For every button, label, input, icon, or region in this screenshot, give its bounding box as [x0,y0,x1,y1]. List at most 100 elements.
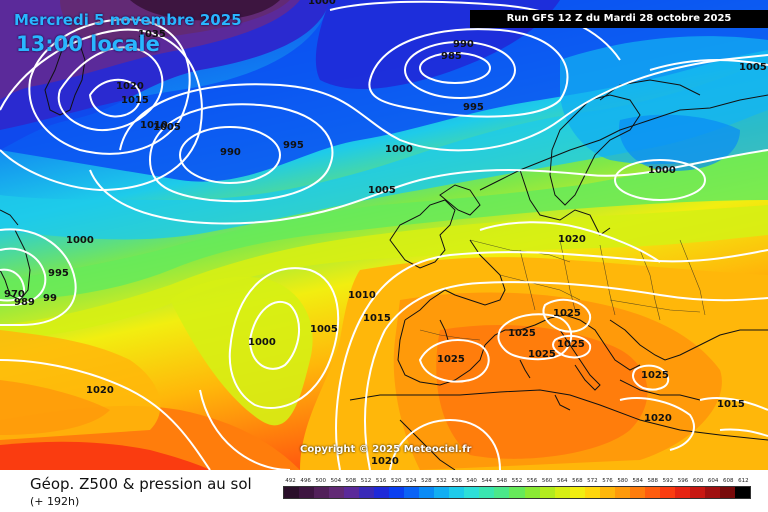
scale-tick-label: 552 [511,478,523,484]
isobar-1010-se [719,428,768,437]
scale-tick-label: 548 [496,478,508,484]
z500-zone-552 [0,150,768,300]
isobar-label: 1000 [248,337,276,348]
isobar-1015 [364,281,768,470]
scale-color-swatch [629,487,645,498]
isobar-990-mid [179,126,281,184]
isobar-label: 1010 [140,120,168,131]
isobar-1020-south [389,418,501,470]
map-canvas: 1000 1035 990 985 1005 1020 1015 1010 10… [0,0,768,470]
scale-color-swatch [719,487,735,498]
scale-color-swatch [569,487,585,498]
scale-color-swatch [344,487,360,498]
isobar-1020-ring [28,18,191,155]
scale-color-swatch [614,487,630,498]
scale-color-swatch [434,487,450,498]
scale-tick-label: 500 [315,478,326,484]
forecast-date: Mercredi 5 novembre 2025 [14,11,242,29]
isobar-label: 1020 [86,385,114,396]
scale-tick-label: 516 [375,478,387,484]
scale-tick-label: 512 [360,478,372,484]
scale-color-swatch [404,487,420,498]
scale-color-swatch [599,487,615,498]
isobar-1000-tongue [248,300,301,370]
color-scale-bar [283,486,751,499]
isobar-1015-se [699,397,768,411]
isobar-label: 99 [43,293,57,304]
scale-tick-label: 580 [617,478,628,484]
color-scale-legend: 492 496 500 504 508 512 516 520 524 528 532 536 540 5… [283,477,751,499]
isobar-label: 990 [453,39,474,50]
isobar-label: 1005 [368,185,396,196]
isobar-label: 1000 [308,0,336,7]
scale-tick-label: 532 [436,478,447,484]
scale-color-swatch [449,487,465,498]
scale-color-swatch [554,487,570,498]
scale-color-swatch [704,487,720,498]
scale-tick-label: 536 [451,478,462,484]
map-footer: Géop. Z500 & pression au sol (+ 192h) 49… [0,470,768,512]
isobar-1025-balkans [632,364,670,391]
weather-map: 1000 1035 990 985 1005 1020 1015 1010 10… [0,0,768,470]
scale-color-swatch [299,487,315,498]
scale-color-swatch [374,487,390,498]
scale-tick-label: 600 [692,478,704,484]
coastlines [0,39,768,470]
isobar-1025-alps [542,298,592,333]
isobar-1025-italy [552,334,592,359]
isobar-995-west [0,247,47,306]
isobar-labels: 1000 1035 990 985 1005 1020 1015 1010 10… [4,0,767,467]
isobar-label: 995 [463,102,484,113]
forecast-lead-time: (+ 192h) [30,495,80,508]
isobar-1010-south [199,389,291,470]
scale-color-swatch [494,487,510,498]
scale-color-swatch [284,487,300,498]
scale-color-swatch [359,487,375,498]
scale-tick-label: 588 [647,478,659,484]
isobar-label: 1025 [553,308,581,319]
run-info-banner: Run GFS 12 Z du Mardi 28 octobre 2025 [470,10,768,28]
z500-zone-580-west [0,380,110,435]
isobar-label: 1020 [558,234,586,245]
z500-zone-528-ne [619,114,740,171]
scale-color-swatch [419,487,435,498]
scale-tick-label: 544 [481,478,493,484]
scale-color-swatch [479,487,495,498]
scale-tick-label: 612 [738,478,749,484]
isobar-label: 1015 [363,313,391,324]
scale-color-swatch [584,487,600,498]
isobar-label: 1020 [116,81,144,92]
isobar-label: 1000 [385,144,413,155]
isobar-label: 985 [441,51,462,62]
scale-color-swatch [674,487,690,498]
isobar-1000-west [0,228,77,326]
isobar-label: 1025 [557,339,585,350]
scale-tick-label: 524 [406,478,417,484]
isobar-label: 995 [48,268,69,279]
map-title: Géop. Z500 & pression au sol [30,475,252,493]
isobar-1025-ring [88,78,142,118]
isobar-label: 1015 [717,399,745,410]
scale-tick-label: 604 [707,478,719,484]
scale-color-swatch [734,487,750,498]
forecast-time: 13:00 locale [16,32,160,56]
scale-tick-label: 560 [541,478,553,484]
isobar-1010 [335,249,768,470]
isobar-1025-iberia [418,339,490,383]
isobar-1000-top [329,0,621,61]
isobar-995-mid [148,103,334,203]
scale-tick-label: 568 [572,478,583,484]
isobar-995-north [368,28,569,118]
isobars [0,0,768,470]
scale-tick-label: 592 [662,478,674,484]
isobar-label: 970 [4,289,25,300]
isobar-label: 1020 [371,456,399,467]
isobar-1000-ne [614,159,706,201]
scale-tick-label: 520 [390,478,402,484]
z500-zone-592 [0,441,210,470]
isobar-label: 1000 [648,165,676,176]
isobar-1005-mid [89,149,768,225]
scale-color-swatch [689,487,705,498]
scale-tick-label: 576 [602,478,613,484]
scale-tick-label: 492 [285,478,296,484]
